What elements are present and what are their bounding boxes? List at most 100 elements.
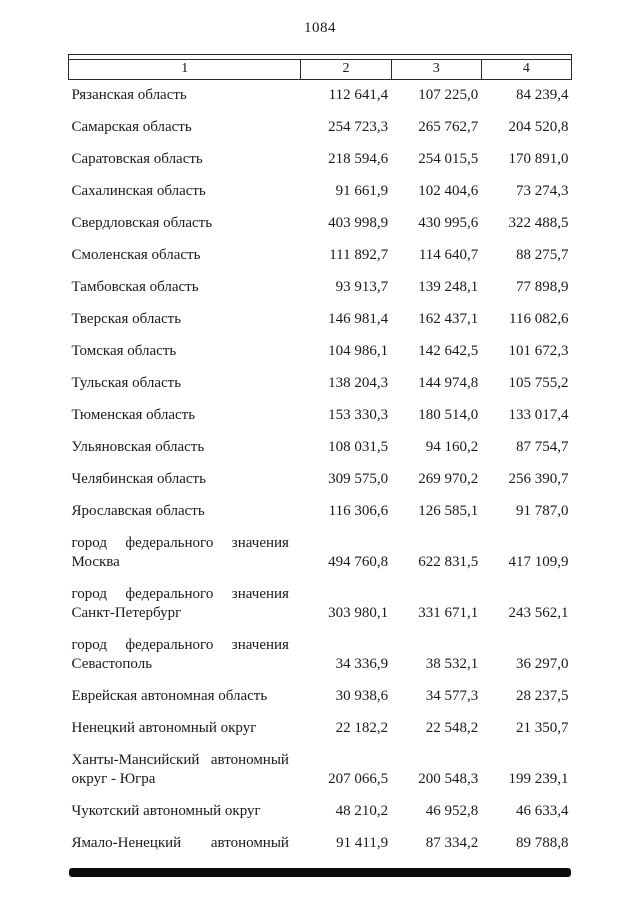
value-col3: 254 015,5 xyxy=(418,151,479,167)
table-bottom-bar xyxy=(69,868,571,877)
value-col4: 91 787,0 xyxy=(516,503,569,519)
value-col4: 170 891,0 xyxy=(508,151,569,167)
region-name: Самарская область xyxy=(71,119,192,135)
value-col3: 34 577,3 xyxy=(425,688,479,704)
value-col2: 48 210,2 xyxy=(335,803,389,819)
value-col4: 21 350,7 xyxy=(516,720,569,736)
value-col2: 116 306,6 xyxy=(328,503,389,519)
value-col3: 94 160,2 xyxy=(425,439,479,455)
value-col2: 403 998,9 xyxy=(328,215,389,231)
value-col4: 89 788,8 xyxy=(516,835,569,851)
value-col4: 46 633,4 xyxy=(516,803,569,819)
value-col4: 84 239,4 xyxy=(516,87,569,103)
table-row: Свердловская область 403 998,9 430 995,6 32… xyxy=(69,208,572,240)
value-col3: 200 548,3 xyxy=(418,771,479,787)
table-row: Смоленская область 111 892,7 114 640,7 88 2… xyxy=(69,240,572,272)
region-name: Томская область xyxy=(71,343,177,359)
value-col3: 102 404,6 xyxy=(418,183,479,199)
value-col3: 114 640,7 xyxy=(418,247,479,263)
region-name: Ханты-Мансийский автономный округ - Югра xyxy=(71,752,289,787)
value-col2: 104 986,1 xyxy=(328,343,389,359)
region-name: Свердловская область xyxy=(71,215,213,231)
value-col4: 36 297,0 xyxy=(516,656,569,672)
table-row: город федерального значения Москва 494 76… xyxy=(69,528,572,579)
table-row: Сахалинская область 91 661,9 102 404,6 73 2… xyxy=(69,176,572,208)
value-col4: 116 082,6 xyxy=(509,311,569,327)
value-col3: 144 974,8 xyxy=(418,375,479,391)
table-row: Ямало-Ненецкий автономный 91 411,9 87 334,… xyxy=(69,828,572,860)
value-col3: 22 548,2 xyxy=(425,720,479,736)
value-col3: 38 532,1 xyxy=(425,656,479,672)
value-col3: 430 995,6 xyxy=(418,215,479,231)
table-row: Тульская область 138 204,3 144 974,8 105 75… xyxy=(69,368,572,400)
table-row: Ярославская область 116 306,6 126 585,1 91 … xyxy=(69,496,572,528)
region-name: Ямало-Ненецкий автономный xyxy=(71,835,289,851)
value-col2: 34 336,9 xyxy=(335,656,389,672)
column-header-row: 1 2 3 4 xyxy=(67,59,573,80)
value-col3: 180 514,0 xyxy=(418,407,479,423)
table-row: город федерального значения Севастополь 3… xyxy=(69,630,572,681)
value-col2: 22 182,2 xyxy=(335,720,389,736)
table-body: Рязанская область 112 641,4 107 225,0 84 23… xyxy=(69,80,572,861)
value-col2: 91 411,9 xyxy=(336,835,389,851)
value-col2: 303 980,1 xyxy=(328,605,389,621)
value-col2: 111 892,7 xyxy=(329,247,389,263)
value-col2: 91 661,9 xyxy=(335,183,389,199)
value-col2: 207 066,5 xyxy=(328,771,389,787)
region-name: Тверская область xyxy=(71,311,182,327)
region-name: Тамбовская область xyxy=(71,279,199,295)
value-col4: 28 237,5 xyxy=(516,688,569,704)
column-header-1: 1 xyxy=(67,59,302,80)
value-col3: 622 831,5 xyxy=(418,554,479,570)
region-name: Еврейская автономная область xyxy=(71,688,268,704)
table-row: Самарская область 254 723,3 265 762,7 204 5… xyxy=(69,112,572,144)
table-row: город федерального значения Санкт-Петерб… xyxy=(69,579,572,630)
value-col2: 309 575,0 xyxy=(328,471,389,487)
region-name: Чукотский автономный округ xyxy=(71,803,261,819)
column-header-2: 2 xyxy=(300,59,392,80)
value-col2: 93 913,7 xyxy=(335,279,389,295)
value-col3: 87 334,2 xyxy=(425,835,479,851)
value-col4: 199 239,1 xyxy=(508,771,569,787)
value-col4: 77 898,9 xyxy=(516,279,569,295)
value-col4: 133 017,4 xyxy=(508,407,569,423)
value-col4: 105 755,2 xyxy=(508,375,569,391)
table-row: Саратовская область 218 594,6 254 015,5 170… xyxy=(69,144,572,176)
value-col3: 162 437,1 xyxy=(418,311,479,327)
region-name: Тюменская область xyxy=(71,407,196,423)
value-col3: 107 225,0 xyxy=(418,87,479,103)
value-col4: 101 672,3 xyxy=(508,343,569,359)
value-col4: 73 274,3 xyxy=(516,183,569,199)
value-col3: 139 248,1 xyxy=(418,279,479,295)
table-row: Тюменская область 153 330,3 180 514,0 133 0… xyxy=(69,400,572,432)
table-row: Рязанская область 112 641,4 107 225,0 84 23… xyxy=(69,80,572,113)
value-col2: 112 641,4 xyxy=(328,87,389,103)
table-row: Ханты-Мансийский автономный округ - Югра… xyxy=(69,745,572,796)
value-col3: 331 671,1 xyxy=(418,605,479,621)
table-row: Чукотский автономный округ 48 210,2 46 952… xyxy=(69,796,572,828)
region-name: Ненецкий автономный округ xyxy=(71,720,257,736)
value-col3: 265 762,7 xyxy=(418,119,479,135)
region-name: Сахалинская область xyxy=(71,183,206,199)
table-row: Челябинская область 309 575,0 269 970,2 256… xyxy=(69,464,572,496)
region-name: Тульская область xyxy=(71,375,182,391)
data-table: 1 2 3 4 Рязанская область 112 641,4 107 22… xyxy=(67,54,573,861)
column-header-4: 4 xyxy=(480,59,573,80)
table-row: Тверская область 146 981,4 162 437,1 116 08… xyxy=(69,304,572,336)
table-row: Ненецкий автономный округ 22 182,2 22 548,… xyxy=(69,713,572,745)
value-col3: 126 585,1 xyxy=(418,503,479,519)
value-col2: 30 938,6 xyxy=(335,688,389,704)
region-name: город федерального значения Севастополь xyxy=(71,637,289,672)
value-col4: 322 488,5 xyxy=(508,215,569,231)
table-row: Еврейская автономная область 30 938,6 34 5… xyxy=(69,681,572,713)
value-col4: 204 520,8 xyxy=(508,119,569,135)
region-name: Ульяновская область xyxy=(71,439,205,455)
value-col3: 46 952,8 xyxy=(425,803,479,819)
column-header-3: 3 xyxy=(390,59,482,80)
table-row: Ульяновская область 108 031,5 94 160,2 87 7… xyxy=(69,432,572,464)
region-name: Саратовская область xyxy=(71,151,203,167)
region-name: город федерального значения Москва xyxy=(71,535,289,570)
value-col3: 142 642,5 xyxy=(418,343,479,359)
value-col2: 254 723,3 xyxy=(328,119,389,135)
value-col2: 494 760,8 xyxy=(328,554,389,570)
